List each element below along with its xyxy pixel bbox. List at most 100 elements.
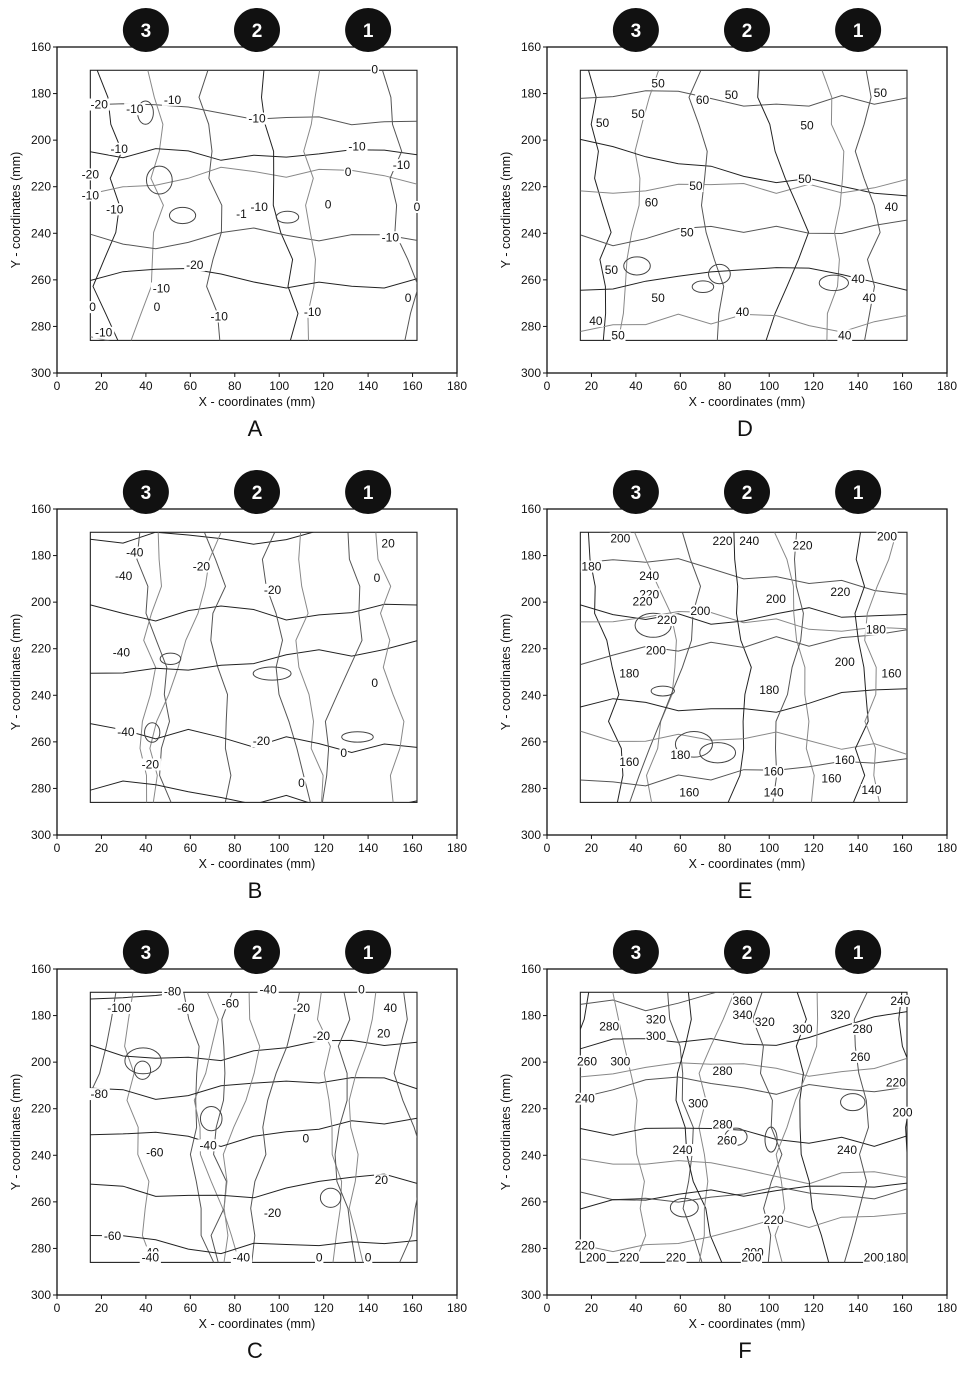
contour-label-bg: [412, 201, 422, 213]
contour-label-bg: [576, 1055, 598, 1068]
contour-label-bg: [290, 1001, 313, 1014]
x-tick-label: 60: [674, 1301, 688, 1315]
contour-label-bg: [595, 117, 610, 130]
contour-panel-b: 0 20 40 60 80 100 120 140 160 180 160 180 200 220 240 2…: [0, 462, 480, 918]
contour-label-bg: [791, 1022, 814, 1035]
y-tick-label: 240: [31, 226, 51, 240]
position-marker: [724, 8, 770, 52]
position-marker-label: 3: [631, 943, 642, 964]
y-tick-label: 240: [521, 226, 541, 240]
contour-label-bg: [104, 203, 126, 216]
contour-line: [580, 1057, 907, 1078]
contour-value-label: 20: [381, 536, 395, 550]
contour-line: [203, 532, 232, 803]
contour-value-label: 50: [798, 172, 812, 186]
position-marker: [835, 930, 882, 974]
contour-value-label: 50: [874, 86, 888, 100]
contour-line: [580, 138, 907, 197]
contour-value-label: 260: [717, 1134, 737, 1148]
contour-label-bg: [219, 997, 241, 1010]
contour-value-label: 200: [766, 592, 786, 606]
contour-value-label: -40: [115, 569, 133, 583]
contour-label-bg: [110, 646, 133, 659]
contour-label-bg: [230, 1251, 253, 1264]
contour-label-bg: [108, 142, 130, 155]
x-tick-label: 120: [804, 379, 824, 393]
contour-value-label: -40: [259, 982, 277, 996]
contour-label-bg: [604, 263, 619, 276]
y-tick-label: 220: [31, 1102, 51, 1116]
x-tick-label: 80: [228, 379, 242, 393]
contour-label-bg: [261, 1206, 284, 1219]
y-tick-label: 300: [521, 1288, 541, 1302]
contour-value-label: -10: [153, 282, 171, 296]
measurement-domain: [579, 69, 908, 341]
contour-line: [795, 992, 830, 1263]
contour-value-label: 240: [890, 994, 910, 1008]
contour-value-label: 220: [793, 539, 813, 553]
x-tick-label: 160: [403, 841, 423, 855]
y-tick-label: 180: [31, 87, 51, 101]
x-tick-label: 140: [848, 841, 868, 855]
panel-label: B: [248, 878, 263, 903]
contour-loop: [159, 652, 182, 666]
contour-value-label: -20: [313, 1029, 331, 1043]
x-tick-label: 160: [403, 379, 423, 393]
contour-line: [321, 532, 363, 803]
contour-value-label: 200: [835, 655, 855, 669]
contour-value-label: 200: [864, 1250, 884, 1264]
contour-loop: [818, 274, 849, 292]
y-tick-label: 300: [521, 366, 541, 380]
x-tick-label: 20: [95, 841, 109, 855]
contour-value-label: -40: [126, 546, 144, 560]
contour-line: [580, 90, 907, 107]
y-tick-label: 300: [521, 828, 541, 842]
contour-label-bg: [343, 166, 353, 179]
contour-label-bg: [246, 112, 268, 125]
contour-value-label: 300: [610, 1054, 630, 1068]
contour-loop: [623, 256, 651, 276]
contour-label-bg: [735, 305, 750, 318]
position-marker-label: 1: [853, 943, 864, 964]
contour-line: [90, 640, 417, 674]
position-marker: [612, 930, 659, 974]
contour-label-bg: [370, 676, 379, 689]
contour-value-label: 180: [670, 748, 690, 762]
y-tick-label: 260: [31, 273, 51, 287]
x-axis-label: X - coordinates (mm): [199, 1317, 316, 1331]
contour-value-label: 220: [619, 1250, 639, 1264]
contour-label-bg: [574, 1092, 596, 1105]
x-tick-label: 100: [269, 1301, 289, 1315]
contour-loop: [133, 1060, 152, 1080]
contour-loop: [708, 263, 731, 285]
x-tick-label: 0: [544, 841, 551, 855]
contour-label-bg: [797, 173, 813, 186]
contour-value-label: 50: [596, 116, 610, 130]
contour-label-bg: [724, 89, 739, 102]
contour-label-bg: [152, 301, 162, 314]
contour-label-bg: [850, 273, 866, 286]
contour-line: [580, 992, 719, 1012]
x-tick-label: 40: [139, 1301, 153, 1315]
contour-value-label: 220: [764, 1213, 784, 1227]
contour-line: [375, 532, 405, 803]
x-tick-label: 20: [95, 379, 109, 393]
position-marker: [612, 470, 659, 514]
contour-label-bg: [150, 282, 173, 295]
contour-label-bg: [379, 231, 401, 244]
y-tick-label: 280: [521, 1241, 541, 1255]
contour-value-label: 160: [764, 764, 784, 778]
position-marker: [612, 8, 659, 52]
contour-label-bg: [161, 93, 184, 106]
position-marker: [835, 8, 882, 52]
contour-line: [757, 70, 810, 341]
x-tick-label: 20: [585, 841, 599, 855]
y-axis-label: Y - coordinates (mm): [9, 152, 23, 268]
contour-label-bg: [598, 1020, 620, 1033]
contour-chart-svg: 0 20 40 60 80 100 120 140 160 1801601802002202402…: [9, 8, 467, 441]
contour-line: [580, 1212, 907, 1253]
contour-line: [864, 532, 897, 803]
contour-value-label: 200: [690, 604, 710, 618]
contour-label-bg: [115, 725, 137, 738]
contour-value-label: 180: [619, 667, 639, 681]
